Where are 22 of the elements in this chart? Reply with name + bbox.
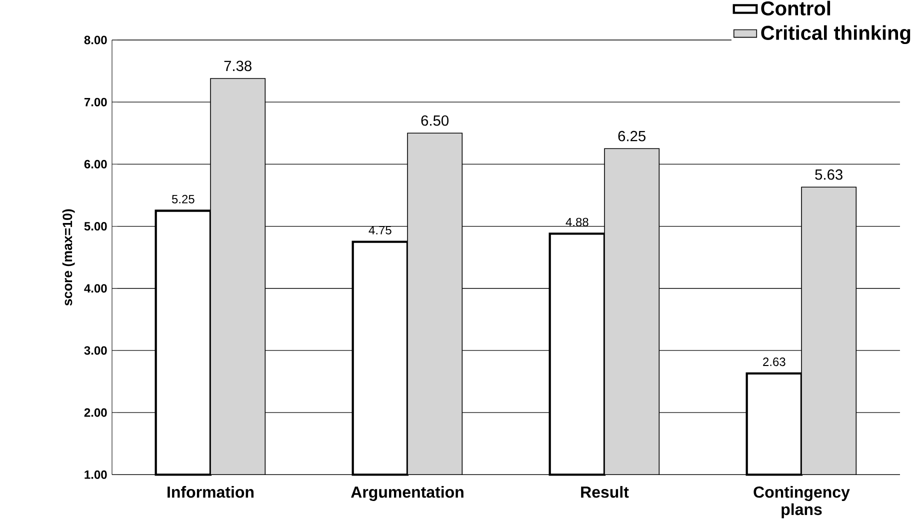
y-tick-label: 2.00 <box>84 408 107 417</box>
y-tick-label: 7.00 <box>84 98 107 106</box>
data-label: 6.25 <box>618 130 646 142</box>
legend-label: Critical thinking <box>761 25 910 44</box>
y-tick-label: 5.00 <box>84 222 107 231</box>
y-tick-label: 3.00 <box>84 346 107 355</box>
x-tick-label: Contingency plans <box>754 486 850 518</box>
y-tick-label: 1.00 <box>84 470 107 479</box>
y-axis-title: score (max=10) <box>62 209 75 306</box>
data-label: 2.63 <box>763 358 786 366</box>
data-label: 5.25 <box>172 194 194 204</box>
data-label: 5.63 <box>815 169 842 180</box>
y-tick-label: 6.00 <box>84 160 107 168</box>
x-tick-label: Information <box>168 486 254 498</box>
y-tick-label: 4.00 <box>84 284 107 293</box>
data-label: 6.50 <box>421 115 449 126</box>
y-tick-label: 8.00 <box>84 36 107 44</box>
data-label: 4.88 <box>566 218 588 226</box>
legend-label: Control <box>761 0 830 16</box>
x-tick-label: Argumentation <box>351 486 464 502</box>
data-label: 7.38 <box>224 60 252 72</box>
x-tick-label: Result <box>581 486 629 498</box>
